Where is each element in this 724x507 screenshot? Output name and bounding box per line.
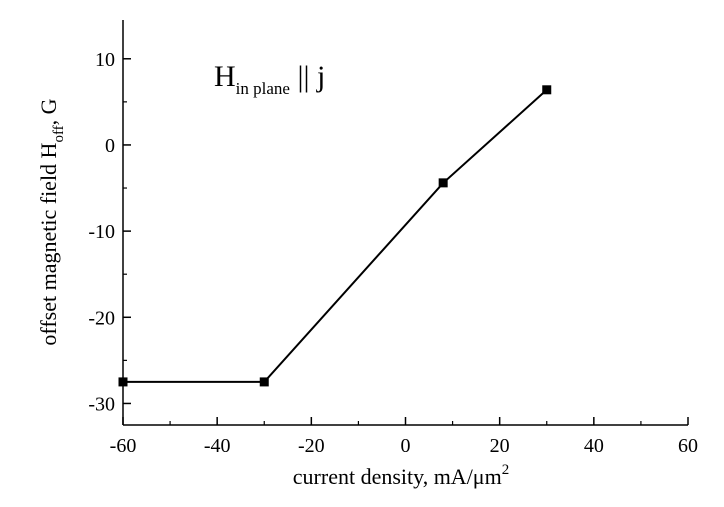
y-tick-label: -30 xyxy=(88,393,115,415)
plot-area xyxy=(122,20,688,426)
y-axis-title-subscript: off xyxy=(51,125,67,142)
y-tick-label: 10 xyxy=(95,49,115,71)
x-tick-label: 0 xyxy=(401,435,411,457)
x-tick-label: 60 xyxy=(678,435,698,457)
x-axis: -60 -40 -20 0 20 40 60 xyxy=(110,417,698,457)
annotation-suffix: || j xyxy=(290,60,325,93)
data-point xyxy=(542,85,552,95)
annotation-subscript: in plane xyxy=(236,79,290,98)
data-point xyxy=(438,178,448,188)
series-line xyxy=(123,89,548,383)
x-tick-label: -60 xyxy=(110,435,137,457)
data-point xyxy=(118,377,128,387)
y-axis-title: offset magnetic field Hoff, G xyxy=(36,98,67,345)
y-axis-title-suffix: , G xyxy=(36,98,61,125)
y-tick-label: -10 xyxy=(88,221,115,243)
x-tick-label: 20 xyxy=(490,435,510,457)
x-axis-title: current density, mA/μm2 xyxy=(293,462,509,489)
x-axis-title-text: current density, mA/μm xyxy=(293,464,502,489)
x-tick-label: 40 xyxy=(584,435,604,457)
x-axis-title-superscript: 2 xyxy=(502,462,510,478)
data-point xyxy=(259,377,269,387)
x-tick-label: -40 xyxy=(204,435,231,457)
y-tick-label: 0 xyxy=(105,135,115,157)
series-layer xyxy=(118,85,552,387)
annotation: Hin plane || j xyxy=(214,60,325,98)
y-tick-label: -20 xyxy=(88,307,115,329)
x-tick-label: -20 xyxy=(298,435,325,457)
y-axis-title-text: offset magnetic field H xyxy=(36,142,61,345)
annotation-main: H xyxy=(214,60,236,93)
y-axis: -30 -20 -10 0 10 xyxy=(88,49,131,415)
